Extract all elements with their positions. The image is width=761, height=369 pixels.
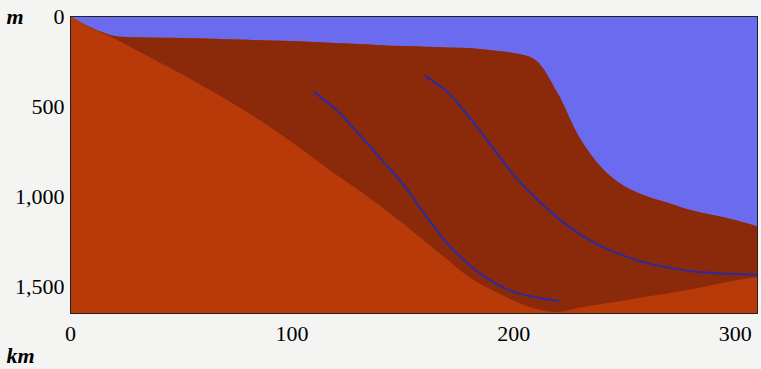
svg-text:100: 100 xyxy=(276,321,309,346)
svg-text:300: 300 xyxy=(719,321,752,346)
svg-text:0: 0 xyxy=(65,321,76,346)
svg-text:0: 0 xyxy=(54,4,65,29)
svg-text:1,000: 1,000 xyxy=(15,184,65,209)
svg-text:m: m xyxy=(7,4,24,29)
svg-text:200: 200 xyxy=(497,321,530,346)
svg-text:500: 500 xyxy=(32,94,65,119)
svg-text:km: km xyxy=(7,343,35,368)
svg-text:1,500: 1,500 xyxy=(15,274,65,299)
